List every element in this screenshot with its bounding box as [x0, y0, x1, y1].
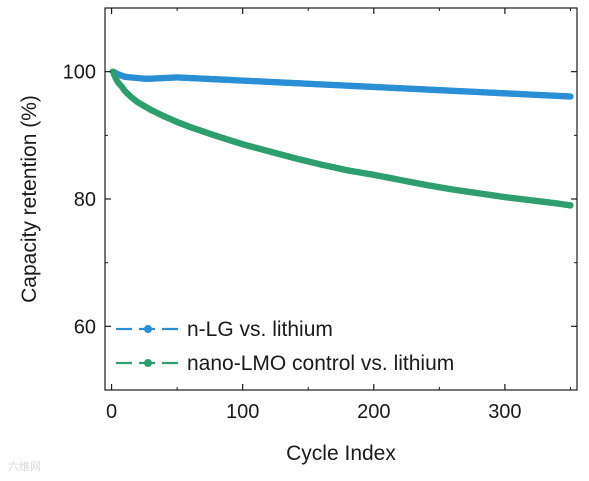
x-axis-title: Cycle Index [286, 442, 396, 465]
legend: n-LG vs. lithium nano-LMO control vs. lit… [116, 318, 454, 375]
legend-label: n-LG vs. lithium [187, 318, 333, 341]
legend-entry-2: nano-LMO control vs. lithium [116, 352, 454, 375]
data-point [567, 202, 574, 209]
x-tick-label: 200 [357, 401, 390, 423]
y-tick-label: 60 [74, 316, 96, 338]
legend-entry-1: n-LG vs. lithium [116, 318, 333, 341]
series-1 [109, 68, 574, 100]
watermark-text: 六维网 [8, 460, 41, 473]
series-2 [109, 68, 574, 209]
axis-layer: 0 100 200 300 60 80 100 [63, 7, 577, 423]
y-tick-label: 80 [74, 189, 96, 211]
legend-label: nano-LMO control vs. lithium [187, 352, 454, 375]
legend-marker [144, 325, 152, 333]
y-axis-title: Capacity retention (%) [18, 95, 41, 303]
legend-marker [144, 359, 152, 367]
data-point [567, 93, 574, 100]
series-layer [109, 68, 574, 209]
x-tick-label: 100 [226, 401, 259, 423]
x-tick-label: 0 [106, 401, 117, 423]
y-tick-label: 100 [63, 62, 96, 84]
x-tick-label: 300 [488, 401, 521, 423]
